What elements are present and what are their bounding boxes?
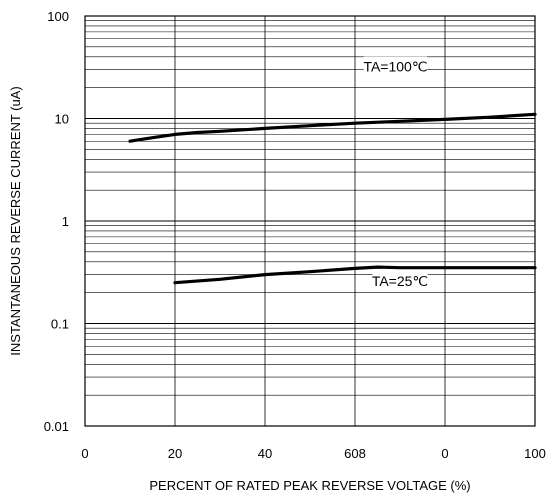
curve-annotation: TA=100℃ — [363, 56, 428, 77]
curve-annotation-label: TA=100℃ — [363, 59, 427, 75]
plot-frame — [84, 15, 536, 427]
series-line — [128, 112, 537, 143]
annotation-background — [372, 270, 428, 291]
curve-annotation-label: TA=25℃ — [372, 273, 428, 289]
x-tick-label: 0 — [441, 446, 448, 461]
annotation-background — [363, 56, 428, 77]
x-axis-tick-labels: 0 20 40 608 0 100 — [81, 446, 545, 461]
y-tick-label: 0.1 — [51, 317, 69, 332]
x-axis-label: PERCENT OF RATED PEAK REVERSE VOLTAGE (%… — [149, 478, 470, 493]
y-tick-label: 10 — [55, 112, 69, 127]
x-tick-label: 40 — [258, 446, 272, 461]
series-line — [173, 265, 537, 285]
y-tick-label: 100 — [47, 9, 69, 24]
x-tick-label: 608 — [344, 446, 366, 461]
x-tick-label: 20 — [168, 446, 182, 461]
curve-annotations: TA=100℃ TA=25℃ — [363, 56, 428, 291]
series-lines — [128, 112, 537, 285]
curve-annotation: TA=25℃ — [372, 270, 428, 291]
x-tick-label: 100 — [524, 446, 546, 461]
y-tick-label: 0.01 — [44, 419, 69, 434]
y-axis-label: INSTANTANEOUS REVERSE CURRENT (uA) — [8, 86, 23, 355]
y-tick-label: 1 — [62, 214, 69, 229]
y-axis-tick-labels: 0.01 0.1 1 10 100 — [44, 9, 69, 434]
grid-lines — [84, 16, 536, 427]
x-tick-label: 0 — [81, 446, 88, 461]
